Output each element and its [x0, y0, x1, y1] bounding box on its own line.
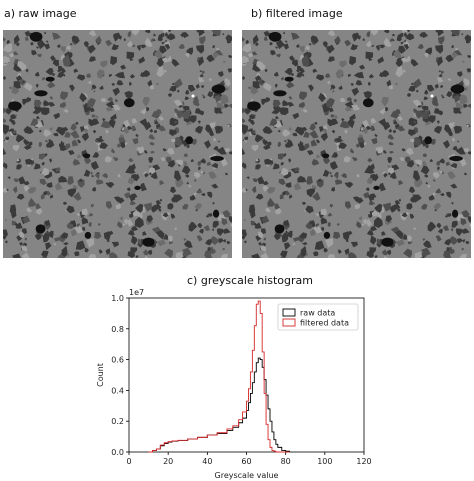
legend-swatch: [282, 318, 296, 327]
histogram-title: c) greyscale histogram: [187, 274, 313, 287]
y-axis-label: Count: [96, 363, 105, 387]
y-tick-label: 0.4: [111, 386, 124, 395]
x-axis-label: Greyscale value: [215, 471, 279, 480]
y-tick-label: 0.6: [111, 356, 124, 365]
filtered-image-label: b) filtered image: [251, 7, 343, 20]
raw-image-label: a) raw image: [4, 7, 77, 20]
raw-micrograph-texture: [3, 30, 232, 258]
raw-image: [3, 30, 232, 258]
legend-label: raw data: [300, 309, 335, 318]
y-multiplier-label: 1e7: [129, 288, 144, 297]
x-tick-label: 80: [281, 457, 291, 466]
y-tick-label: 0.8: [111, 325, 124, 334]
x-tick-label: 40: [202, 457, 212, 466]
legend-label: filtered data: [300, 319, 349, 328]
histogram-series-filtered-data: [148, 300, 290, 453]
filtered-image: [242, 30, 471, 258]
legend-box: [277, 303, 359, 331]
x-tick-label: 20: [163, 457, 173, 466]
x-tick-label: 0: [126, 457, 131, 466]
y-tick-label: 0.2: [111, 417, 124, 426]
legend-swatch: [282, 308, 296, 317]
filtered-micrograph-texture: [242, 30, 471, 258]
y-tick-label: 0.0: [111, 448, 124, 457]
x-tick-label: 120: [356, 457, 371, 466]
x-tick-label: 60: [241, 457, 251, 466]
y-tick-label: 1.0: [111, 294, 124, 303]
x-tick-label: 100: [317, 457, 332, 466]
